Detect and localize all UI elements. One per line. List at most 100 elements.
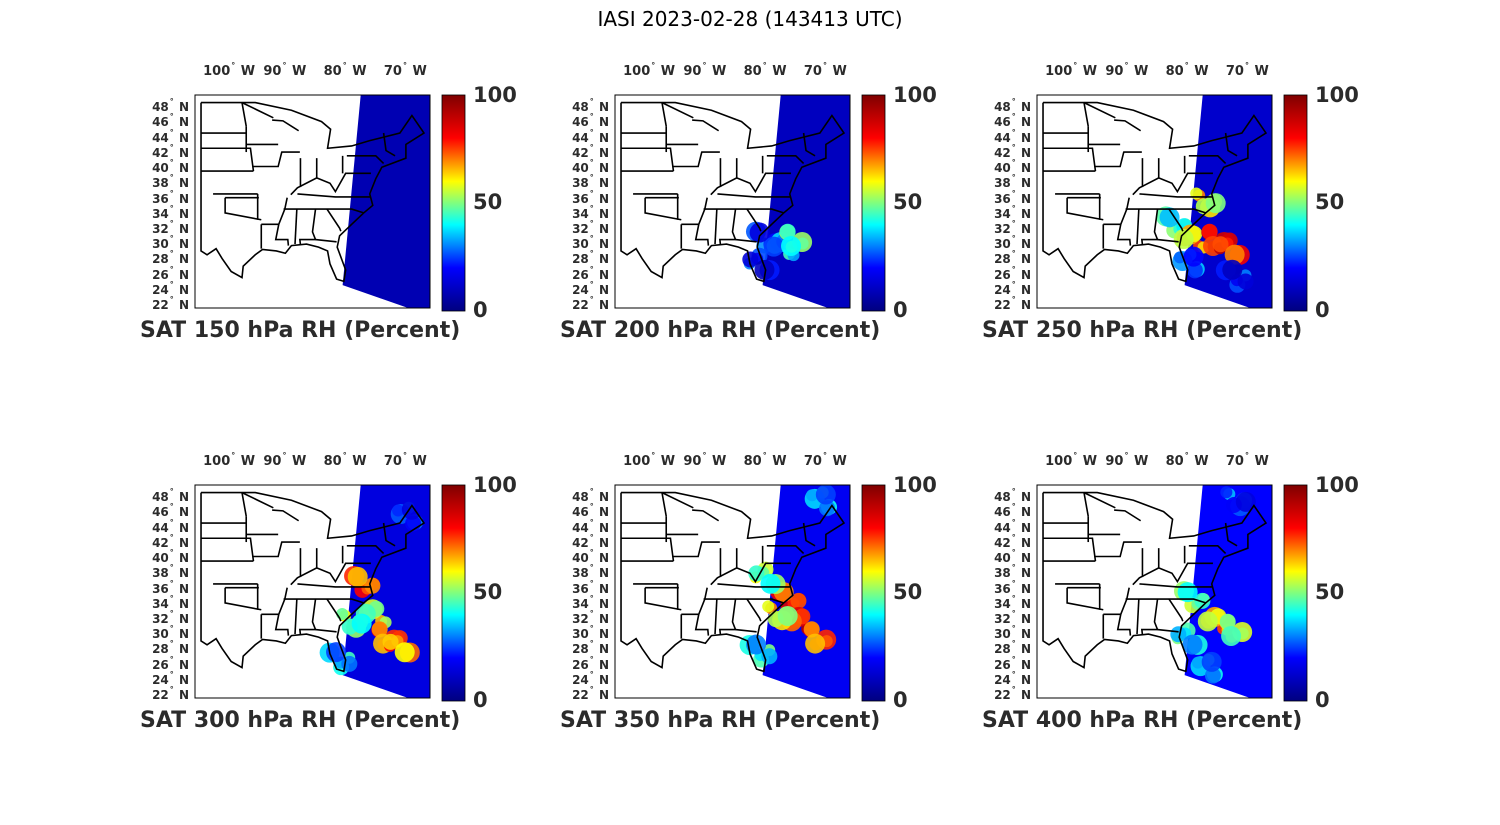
state-boundary bbox=[200, 491, 426, 673]
lon-tick-label: 70° W bbox=[1225, 451, 1269, 469]
state-boundary bbox=[1088, 147, 1097, 172]
state-boundary bbox=[1136, 599, 1140, 635]
lon-tick-label: 90° W bbox=[683, 61, 727, 79]
lon-tick-label: 90° W bbox=[683, 451, 727, 469]
colorbar-tick-label: 100 bbox=[473, 473, 517, 497]
lat-tick-label: 26° N bbox=[152, 264, 189, 282]
rh-patch bbox=[1235, 491, 1256, 512]
rh-patch bbox=[1212, 236, 1229, 253]
panel-title: SAT 150 hPa RH (Percent) bbox=[140, 318, 461, 343]
state-outlines bbox=[1042, 101, 1268, 283]
lat-tick-label: 30° N bbox=[994, 624, 1031, 642]
rh-patch bbox=[371, 621, 388, 638]
state-boundary bbox=[620, 101, 846, 283]
lat-tick-label: 32° N bbox=[152, 218, 189, 236]
colorbar bbox=[1283, 484, 1308, 702]
map-panel-250hpa: 100° W 90° W 80° W 70° W 48° N 46° N 44° N 42° … bbox=[982, 45, 1402, 345]
rh-patch bbox=[1173, 251, 1186, 264]
rh-patch bbox=[805, 633, 826, 654]
colorbar-tick-label: 50 bbox=[473, 189, 503, 214]
colorbar-tick-label: 0 bbox=[893, 688, 908, 712]
colorbar-tick-label: 50 bbox=[473, 579, 503, 604]
state-boundary bbox=[1140, 599, 1159, 635]
lat-tick-label: 24° N bbox=[152, 279, 189, 297]
state-boundary bbox=[315, 238, 337, 243]
rh-patch bbox=[401, 499, 422, 520]
state-boundary bbox=[283, 208, 364, 214]
lat-tick-label: 44° N bbox=[994, 127, 1031, 145]
state-boundary bbox=[315, 628, 337, 633]
state-boundary bbox=[718, 599, 737, 635]
rh-patch bbox=[1197, 611, 1218, 632]
map-plot bbox=[1036, 94, 1308, 312]
state-boundary bbox=[272, 119, 300, 132]
panel-title: SAT 350 hPa RH (Percent) bbox=[560, 708, 881, 733]
lat-tick-label: 34° N bbox=[152, 593, 189, 611]
lon-tick-label: 80° W bbox=[1165, 61, 1209, 79]
lat-tick-label: 44° N bbox=[152, 517, 189, 535]
state-boundary bbox=[1114, 119, 1142, 132]
lat-tick-label: 42° N bbox=[994, 142, 1031, 160]
state-boundary bbox=[1188, 545, 1227, 555]
state-boundary bbox=[1168, 598, 1184, 622]
figure-title: IASI 2023-02-28 (143413 UTC) bbox=[597, 7, 903, 31]
rh-patch bbox=[1222, 259, 1243, 280]
lon-tick-label: 70° W bbox=[803, 451, 847, 469]
lat-tick-label: 28° N bbox=[572, 639, 609, 657]
lat-tick-label: 32° N bbox=[994, 218, 1031, 236]
rh-patch bbox=[1182, 634, 1203, 655]
lat-tick-label: 36° N bbox=[572, 578, 609, 596]
lat-tick-label: 22° N bbox=[994, 295, 1031, 312]
lat-tick-label: 24° N bbox=[152, 669, 189, 687]
map-plot bbox=[194, 484, 466, 702]
rh-patch bbox=[754, 259, 775, 280]
rh-patch bbox=[1237, 273, 1254, 290]
rh-patch bbox=[382, 633, 399, 650]
state-boundary bbox=[666, 537, 675, 562]
state-boundary bbox=[714, 599, 718, 635]
state-boundary bbox=[644, 197, 682, 221]
lat-tick-label: 28° N bbox=[152, 639, 189, 657]
satellite-swath bbox=[342, 95, 430, 308]
map-panel-200hpa: 100° W 90° W 80° W 70° W 48° N 46° N 44° N 42° … bbox=[560, 45, 980, 345]
state-outlines bbox=[620, 491, 846, 673]
lat-tick-label: 44° N bbox=[994, 517, 1031, 535]
lon-tick-label: 80° W bbox=[323, 61, 367, 79]
lat-tick-label: 38° N bbox=[572, 563, 609, 581]
lat-tick-label: 34° N bbox=[152, 203, 189, 221]
lat-tick-label: 26° N bbox=[152, 654, 189, 672]
state-outlines bbox=[1042, 491, 1268, 673]
state-boundary bbox=[692, 509, 720, 522]
colorbar bbox=[441, 94, 466, 312]
state-outlines bbox=[620, 101, 846, 283]
state-boundary bbox=[246, 537, 255, 562]
lat-tick-label: 40° N bbox=[572, 548, 609, 566]
rh-patch bbox=[1191, 656, 1204, 669]
state-boundary bbox=[283, 598, 364, 604]
state-boundary bbox=[1042, 491, 1268, 673]
state-boundary bbox=[1083, 101, 1116, 119]
state-boundary bbox=[1157, 628, 1179, 633]
map-plot bbox=[614, 484, 886, 702]
state-boundary bbox=[661, 101, 694, 119]
lat-tick-label: 48° N bbox=[994, 97, 1031, 115]
rh-patch bbox=[1173, 229, 1194, 250]
lon-tick-label: 80° W bbox=[323, 451, 367, 469]
map-frame bbox=[194, 94, 431, 309]
lat-tick-label: 44° N bbox=[572, 127, 609, 145]
lat-tick-label: 32° N bbox=[572, 608, 609, 626]
state-boundary bbox=[703, 208, 784, 214]
colorbar-tick-label: 0 bbox=[1315, 688, 1330, 712]
state-boundary bbox=[672, 151, 703, 168]
state-boundary bbox=[272, 509, 300, 522]
state-boundary bbox=[620, 491, 846, 673]
state-boundary bbox=[1139, 583, 1213, 588]
state-boundary bbox=[241, 491, 274, 509]
rh-patch bbox=[1201, 223, 1218, 240]
lat-tick-label: 36° N bbox=[152, 578, 189, 596]
lat-tick-label: 34° N bbox=[572, 593, 609, 611]
map-plot bbox=[194, 94, 466, 312]
state-boundary bbox=[252, 541, 283, 558]
state-boundary bbox=[661, 492, 668, 517]
state-boundary bbox=[661, 491, 694, 509]
